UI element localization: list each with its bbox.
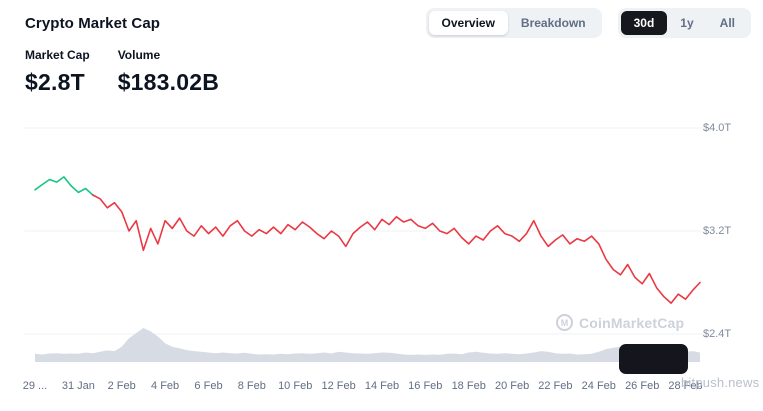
market-cap-line-chart[interactable] [0,108,763,374]
volume-area [35,328,700,362]
page-title: Crypto Market Cap [25,14,161,32]
market-cap-label: Market Cap [25,48,90,62]
volume-stat: Volume $183.02B [118,48,219,96]
range-1y-button[interactable]: 1y [667,11,706,35]
x-tick-label: 20 Feb [494,380,530,392]
y-tick-label: $2.4T [703,328,732,340]
chart-controls: Overview Breakdown 30d 1y All [425,8,751,39]
x-tick-label: 6 Feb [194,380,223,392]
x-tick-label: 28 Feb [668,380,703,392]
x-tick-label: 18 Feb [451,380,486,392]
x-tick-label: 22 Feb [538,380,573,392]
x-tick-label: 12 Feb [321,380,356,392]
x-tick-label: 26 Feb [625,380,660,392]
market-cap-value: $2.8T [25,69,85,95]
x-tick-label: 31 Jan [61,380,95,392]
x-tick-label: 4 Feb [151,380,180,392]
x-tick-label: 24 Feb [581,380,616,392]
volume-value: $183.02B [117,69,220,95]
x-tick-label: 29 ... [22,380,48,392]
watermark-badge [619,344,688,374]
y-tick-label: $3.2T [703,225,732,237]
market-cap-stat: Market Cap $2.8T [25,48,90,96]
view-toggle-group: Overview Breakdown [425,8,602,39]
range-toggle-group: 30d 1y All [617,8,751,39]
range-all-button[interactable]: All [707,11,748,35]
price-line-down-segment [92,194,701,304]
breakdown-button[interactable]: Breakdown [508,11,599,35]
x-tick-label: 2 Feb [107,380,136,392]
x-tick-label: 16 Feb [408,380,443,392]
site-watermark: bitpush.news [681,375,760,390]
x-tick-label: 10 Feb [278,380,313,392]
price-line-up-segment [34,176,94,196]
x-tick-label: 8 Feb [237,380,266,392]
y-tick-label: $4.0T [703,122,732,134]
volume-label: Volume [117,48,161,62]
x-axis: 29 ... 31 Jan 2 Feb 4 Feb 6 Feb 8 Feb 10 Feb 12… [0,380,763,396]
header: Crypto Market Cap Overview Breakdown 30d… [25,8,751,39]
range-30d-button[interactable]: 30d [620,11,668,36]
stats-row: Market Cap $2.8T Volume $183.02B [25,48,219,96]
x-tick-label: 14 Feb [364,380,400,392]
overview-button[interactable]: Overview [428,11,508,36]
